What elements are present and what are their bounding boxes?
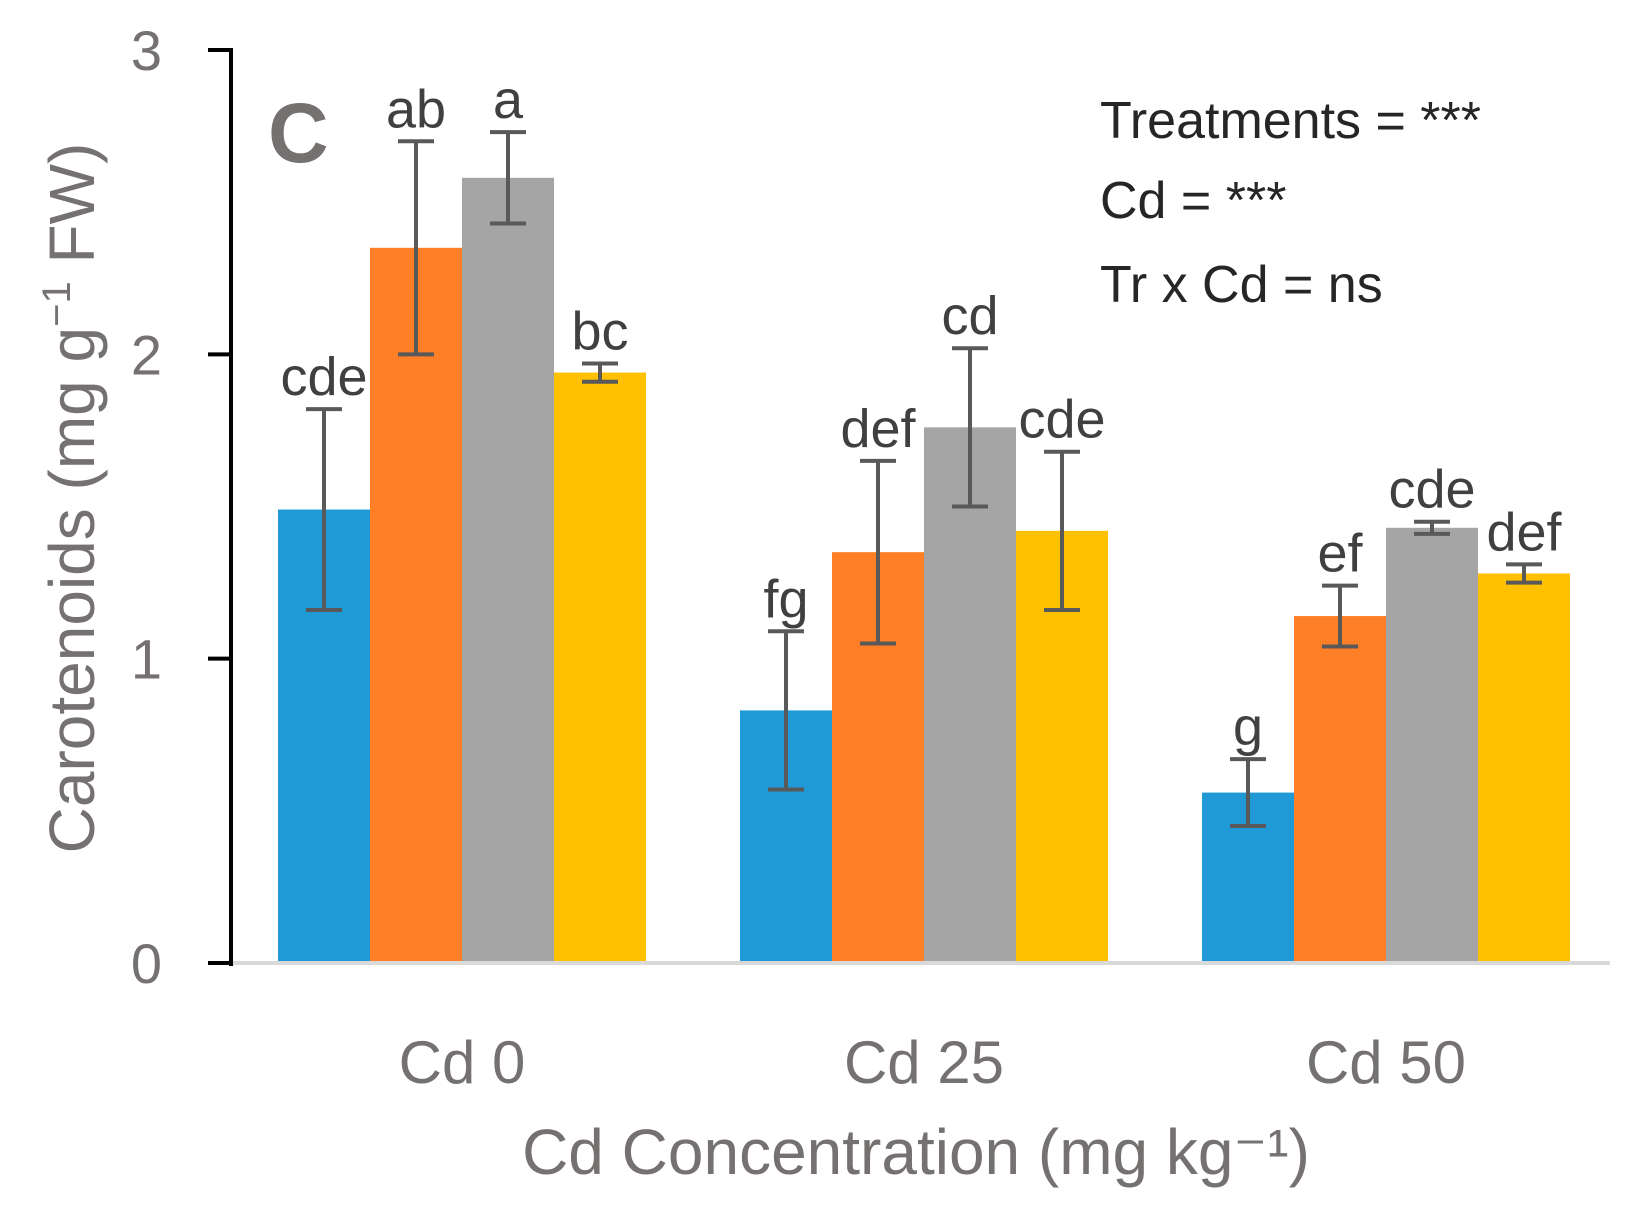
significance-letter: cde xyxy=(280,347,367,407)
x-category-label: Cd 25 xyxy=(844,1029,1004,1096)
x-category-label: Cd 0 xyxy=(399,1029,526,1096)
bar xyxy=(1478,573,1570,963)
bar xyxy=(554,372,646,963)
y-tick-label: 1 xyxy=(131,628,162,691)
y-tick-label: 2 xyxy=(131,323,162,386)
significance-letter: fg xyxy=(763,569,808,629)
significance-letter: cde xyxy=(1018,390,1105,450)
stats-line-treatments: Treatments = *** xyxy=(1100,92,1481,150)
significance-letter: ab xyxy=(386,79,446,139)
bars-layer xyxy=(278,177,1570,964)
stats-line-interaction: Tr x Cd = ns xyxy=(1100,256,1383,314)
bar xyxy=(924,427,1016,964)
y-axis-title-end: FW) xyxy=(36,143,108,282)
x-axis-categories: Cd 0 Cd 25 Cd 50 xyxy=(399,1029,1466,1096)
bar xyxy=(370,247,462,964)
y-axis-ticks: 0 1 2 3 xyxy=(131,19,231,995)
x-category-label: Cd 50 xyxy=(1306,1029,1466,1096)
significance-letter: def xyxy=(840,399,916,459)
significance-letter: ef xyxy=(1317,524,1363,584)
significance-letter: bc xyxy=(571,301,628,361)
y-axis-title-main: Carotenoids (mg g xyxy=(36,327,108,853)
significance-letter: cde xyxy=(1388,460,1475,520)
error-bars-layer xyxy=(306,130,1542,829)
bar xyxy=(462,177,554,963)
stats-line-cd: Cd = *** xyxy=(1100,172,1286,230)
panel-label: C xyxy=(268,86,329,180)
y-axis-title-superscript: −1 xyxy=(35,281,79,327)
significance-letter: def xyxy=(1486,502,1562,562)
significance-letter: g xyxy=(1233,697,1263,757)
x-axis-title: Cd Concentration (mg kg⁻¹) xyxy=(522,1116,1310,1188)
significance-letter: cd xyxy=(941,286,998,346)
y-tick-label: 0 xyxy=(131,932,162,995)
y-tick-label: 3 xyxy=(131,19,162,82)
bar xyxy=(1294,616,1386,963)
significance-letter: a xyxy=(493,70,524,130)
y-axis-title: Carotenoids (mg g−1 FW) xyxy=(35,143,108,854)
bar xyxy=(1386,527,1478,963)
